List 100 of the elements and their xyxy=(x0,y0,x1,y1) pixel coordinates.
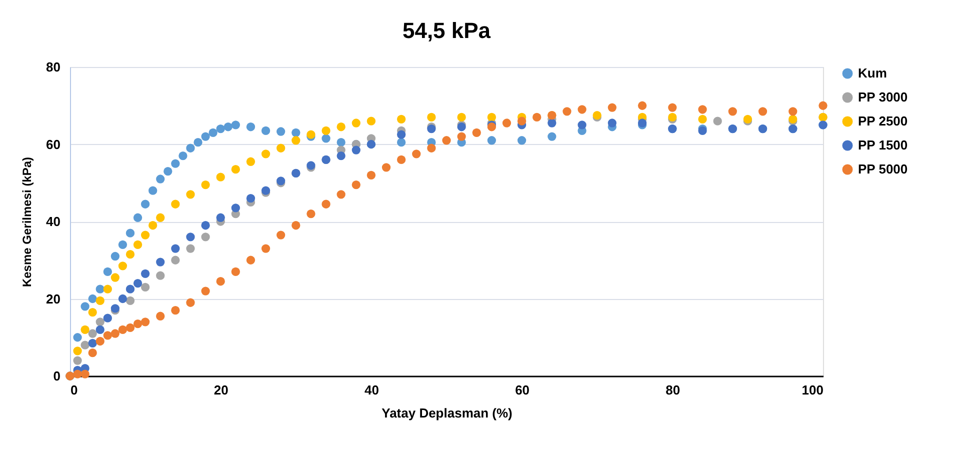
x-tick-label: 20 xyxy=(214,382,228,398)
point xyxy=(608,103,616,112)
point xyxy=(148,186,158,195)
point xyxy=(201,180,210,190)
point xyxy=(382,163,391,172)
point xyxy=(80,370,90,378)
point xyxy=(487,136,496,145)
point xyxy=(352,146,360,154)
legend-label: PP 5000 xyxy=(858,162,908,176)
point xyxy=(96,296,104,306)
point xyxy=(140,282,150,292)
point xyxy=(201,286,210,296)
point xyxy=(668,103,677,112)
point xyxy=(396,114,406,124)
point xyxy=(73,356,82,365)
point xyxy=(246,194,256,203)
point xyxy=(818,101,828,110)
point xyxy=(608,118,616,128)
point xyxy=(336,138,346,147)
point xyxy=(110,329,120,338)
point xyxy=(164,166,172,176)
point xyxy=(73,370,82,378)
point xyxy=(246,157,256,166)
point xyxy=(517,136,526,145)
point xyxy=(80,325,90,334)
x-tick-label: 60 xyxy=(515,382,530,398)
chart-title: 54,5 kPa xyxy=(402,18,492,43)
point xyxy=(88,294,97,304)
point xyxy=(186,232,195,242)
x-tick-label: 100 xyxy=(802,382,824,398)
y-tick-label: 80 xyxy=(46,60,60,74)
x-tick-label: 0 xyxy=(70,382,78,398)
point xyxy=(118,240,128,249)
point xyxy=(126,296,135,306)
point xyxy=(396,130,406,139)
point xyxy=(178,152,188,160)
point xyxy=(88,308,97,317)
point xyxy=(88,338,97,348)
point xyxy=(73,333,82,342)
point xyxy=(231,267,240,276)
point xyxy=(442,136,451,145)
point xyxy=(216,172,225,182)
legend-label: PP 2500 xyxy=(858,114,908,128)
point xyxy=(246,256,256,264)
point xyxy=(276,230,286,240)
point xyxy=(457,132,466,141)
point xyxy=(171,200,180,208)
point xyxy=(412,150,421,158)
point xyxy=(728,107,737,116)
point xyxy=(133,240,142,249)
point xyxy=(562,107,572,116)
point xyxy=(322,126,330,136)
point xyxy=(88,348,97,358)
point xyxy=(118,262,128,270)
point xyxy=(133,278,142,288)
point xyxy=(276,127,286,136)
point xyxy=(118,294,128,304)
legend-label: PP 1500 xyxy=(858,138,908,152)
point xyxy=(201,232,210,242)
y-tick-label: 20 xyxy=(46,291,60,306)
point xyxy=(171,256,180,264)
point xyxy=(110,252,120,261)
point xyxy=(336,152,346,160)
point xyxy=(110,273,120,282)
point xyxy=(103,284,112,294)
point xyxy=(472,128,481,137)
point xyxy=(186,190,195,199)
point xyxy=(276,144,286,152)
point xyxy=(216,124,225,134)
legend-label: PP 3000 xyxy=(858,90,908,104)
point xyxy=(171,244,180,253)
point xyxy=(517,116,526,126)
point xyxy=(96,336,104,346)
x-axis-title: Yatay Deplasman (%) xyxy=(382,406,512,420)
point xyxy=(578,105,586,114)
point xyxy=(502,118,512,128)
point xyxy=(231,204,240,212)
point xyxy=(96,318,104,326)
point xyxy=(788,107,798,116)
point xyxy=(140,318,150,326)
point xyxy=(578,120,586,130)
point xyxy=(246,122,256,132)
point xyxy=(224,122,232,132)
point xyxy=(133,320,142,328)
point xyxy=(103,314,112,322)
point xyxy=(231,165,240,174)
point xyxy=(88,329,97,338)
point xyxy=(96,325,104,334)
point xyxy=(156,312,165,320)
point xyxy=(261,244,270,253)
point xyxy=(396,155,406,164)
point xyxy=(126,250,135,259)
point xyxy=(208,128,218,137)
point xyxy=(306,209,316,218)
point xyxy=(713,116,722,126)
point xyxy=(156,174,165,184)
point xyxy=(103,267,112,276)
point xyxy=(396,138,406,147)
point xyxy=(80,340,90,350)
point xyxy=(322,134,330,143)
